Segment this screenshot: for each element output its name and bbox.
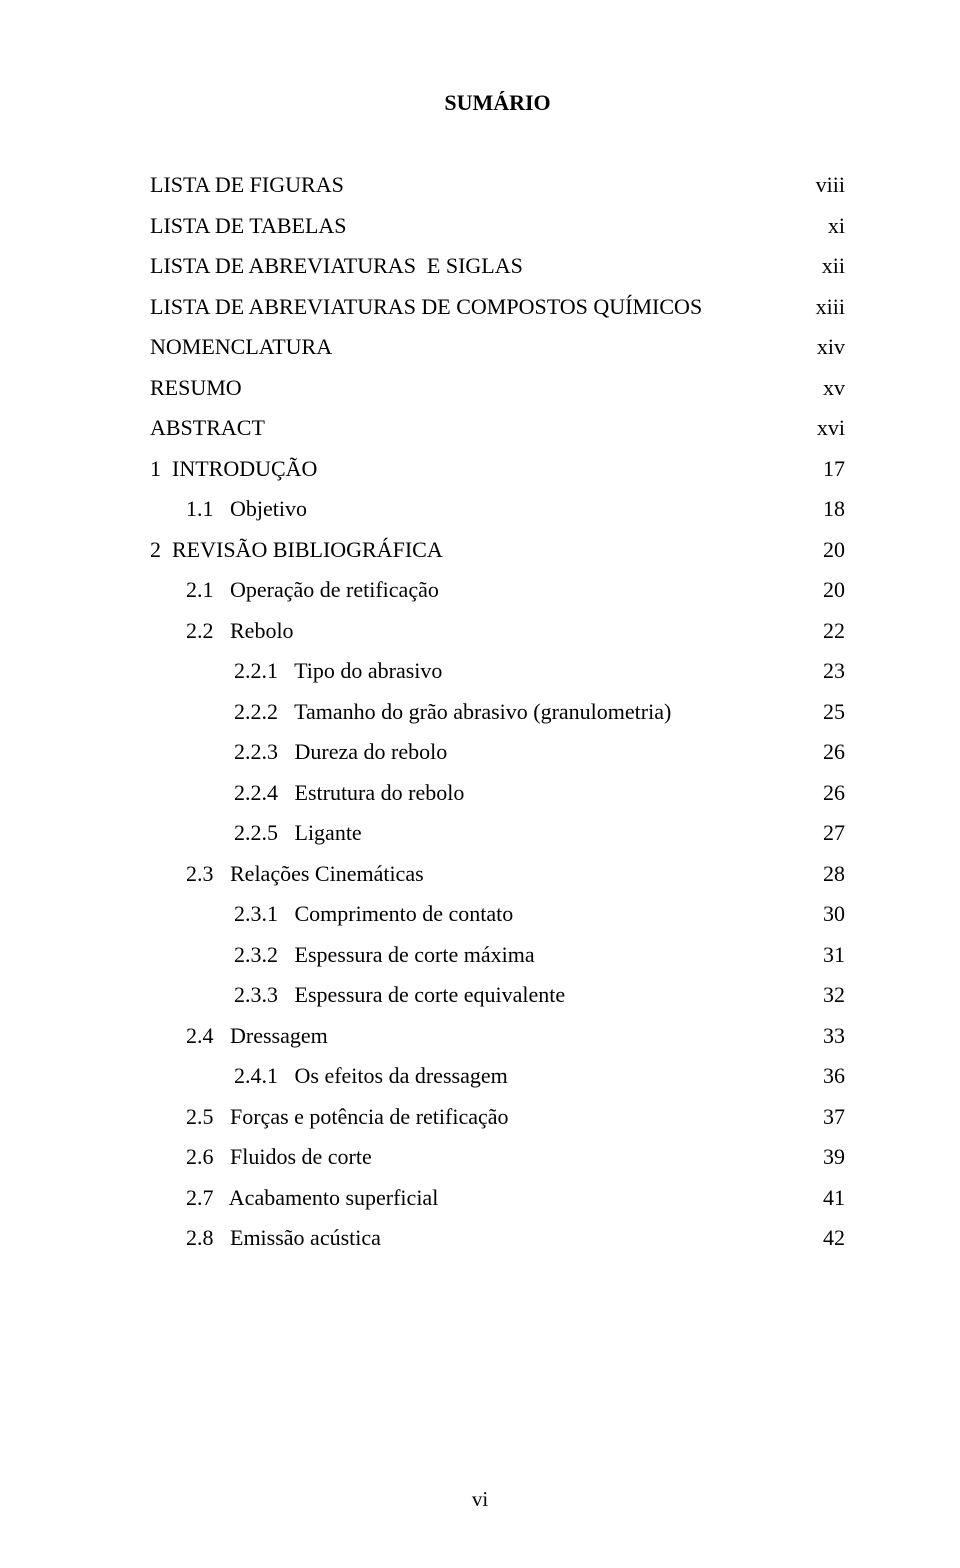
- toc-label: RESUMO: [150, 377, 242, 399]
- toc-row: 2.6 Fluidos de corte 39: [150, 1146, 845, 1168]
- toc-page: 23: [811, 660, 845, 682]
- toc-label: 2.8 Emissão acústica: [150, 1227, 381, 1249]
- toc-page: 42: [811, 1227, 845, 1249]
- toc-label: 1 INTRODUÇÃO: [150, 458, 317, 480]
- toc-label: 2.7 Acabamento superficial: [150, 1187, 438, 1209]
- page-title: SUMÁRIO: [150, 90, 845, 116]
- toc-label: 2.5 Forças e potência de retificação: [150, 1106, 509, 1128]
- toc-row: 2.1 Operação de retificação 20: [150, 579, 845, 601]
- toc-page: xii: [810, 255, 845, 277]
- toc-page: 17: [811, 458, 845, 480]
- toc-row: 2.3.3 Espessura de corte equivalente 32: [150, 984, 845, 1006]
- toc-row: 2.2.5 Ligante 27: [150, 822, 845, 844]
- toc-row: RESUMO xv: [150, 377, 845, 399]
- toc-row: LISTA DE ABREVIATURAS E SIGLAS xii: [150, 255, 845, 277]
- toc-label: 2.2.1 Tipo do abrasivo: [150, 660, 442, 682]
- toc-row: 1.1 Objetivo 18: [150, 498, 845, 520]
- toc-row: NOMENCLATURA xiv: [150, 336, 845, 358]
- toc-page: 27: [811, 822, 845, 844]
- toc-label: 2 REVISÃO BIBLIOGRÁFICA: [150, 539, 443, 561]
- toc-row: LISTA DE ABREVIATURAS DE COMPOSTOS QUÍMI…: [150, 296, 845, 318]
- toc-page: viii: [804, 174, 845, 196]
- toc-page: xvi: [805, 417, 845, 439]
- table-of-contents: LISTA DE FIGURASviiiLISTA DE TABELASxiLI…: [150, 174, 845, 1249]
- toc-page: xi: [816, 215, 845, 237]
- toc-label: 1.1 Objetivo: [150, 498, 307, 520]
- toc-row: 2.8 Emissão acústica 42: [150, 1227, 845, 1249]
- toc-label: 2.2.4 Estrutura do rebolo: [150, 782, 464, 804]
- toc-label: LISTA DE ABREVIATURAS DE COMPOSTOS QUÍMI…: [150, 296, 702, 318]
- toc-page: 36: [811, 1065, 845, 1087]
- toc-page: 20: [811, 539, 845, 561]
- toc-row: 2 REVISÃO BIBLIOGRÁFICA 20: [150, 539, 845, 561]
- toc-row: LISTA DE TABELAS xi: [150, 215, 845, 237]
- toc-row: 2.7 Acabamento superficial 41: [150, 1187, 845, 1209]
- toc-label: NOMENCLATURA: [150, 336, 332, 358]
- toc-label: LISTA DE TABELAS: [150, 215, 347, 237]
- toc-page: 31: [811, 944, 845, 966]
- page-footer: vi: [0, 1487, 960, 1512]
- toc-page: 37: [811, 1106, 845, 1128]
- toc-page: 18: [811, 498, 845, 520]
- toc-label: 2.2.5 Ligante: [150, 822, 362, 844]
- toc-row: 2.2 Rebolo 22: [150, 620, 845, 642]
- toc-page: xv: [811, 377, 845, 399]
- toc-label: 2.2 Rebolo: [150, 620, 294, 642]
- toc-row: 2.5 Forças e potência de retificação 37: [150, 1106, 845, 1128]
- toc-row: 2.4.1 Os efeitos da dressagem 36: [150, 1065, 845, 1087]
- toc-label: 2.2.2 Tamanho do grão abrasivo (granulom…: [150, 701, 671, 723]
- toc-row: 2.3 Relações Cinemáticas 28: [150, 863, 845, 885]
- toc-page: 33: [811, 1025, 845, 1047]
- toc-label: 2.3.3 Espessura de corte equivalente: [150, 984, 565, 1006]
- toc-label: 2.4 Dressagem: [150, 1025, 328, 1047]
- toc-label: 2.3.1 Comprimento de contato: [150, 903, 513, 925]
- toc-label: 2.4.1 Os efeitos da dressagem: [150, 1065, 508, 1087]
- toc-row: ABSTRACT xvi: [150, 417, 845, 439]
- toc-row: LISTA DE FIGURAS viii: [150, 174, 845, 196]
- toc-label: 2.1 Operação de retificação: [150, 579, 439, 601]
- toc-label: LISTA DE FIGURAS: [150, 174, 344, 196]
- toc-page: 26: [811, 741, 845, 763]
- toc-row: 2.3.1 Comprimento de contato 30: [150, 903, 845, 925]
- toc-row: 2.3.2 Espessura de corte máxima 31: [150, 944, 845, 966]
- toc-label: 2.2.3 Dureza do rebolo: [150, 741, 447, 763]
- toc-page: 25: [811, 701, 845, 723]
- toc-label: 2.3.2 Espessura de corte máxima: [150, 944, 535, 966]
- toc-page: 39: [811, 1146, 845, 1168]
- toc-label: ABSTRACT: [150, 417, 265, 439]
- toc-row: 2.2.4 Estrutura do rebolo 26: [150, 782, 845, 804]
- toc-page: 32: [811, 984, 845, 1006]
- toc-row: 2.2.1 Tipo do abrasivo 23: [150, 660, 845, 682]
- toc-row: 2.2.2 Tamanho do grão abrasivo (granulom…: [150, 701, 845, 723]
- toc-page: xiv: [805, 336, 845, 358]
- toc-page: 28: [811, 863, 845, 885]
- toc-page: 30: [811, 903, 845, 925]
- toc-row: 2.2.3 Dureza do rebolo 26: [150, 741, 845, 763]
- toc-row: 1 INTRODUÇÃO 17: [150, 458, 845, 480]
- toc-page: 26: [811, 782, 845, 804]
- toc-page: 41: [811, 1187, 845, 1209]
- toc-label: 2.3 Relações Cinemáticas: [150, 863, 424, 885]
- toc-row: 2.4 Dressagem 33: [150, 1025, 845, 1047]
- toc-label: 2.6 Fluidos de corte: [150, 1146, 372, 1168]
- toc-page: 20: [811, 579, 845, 601]
- toc-label: LISTA DE ABREVIATURAS E SIGLAS: [150, 255, 523, 277]
- toc-page: 22: [811, 620, 845, 642]
- toc-page: xiii: [804, 296, 845, 318]
